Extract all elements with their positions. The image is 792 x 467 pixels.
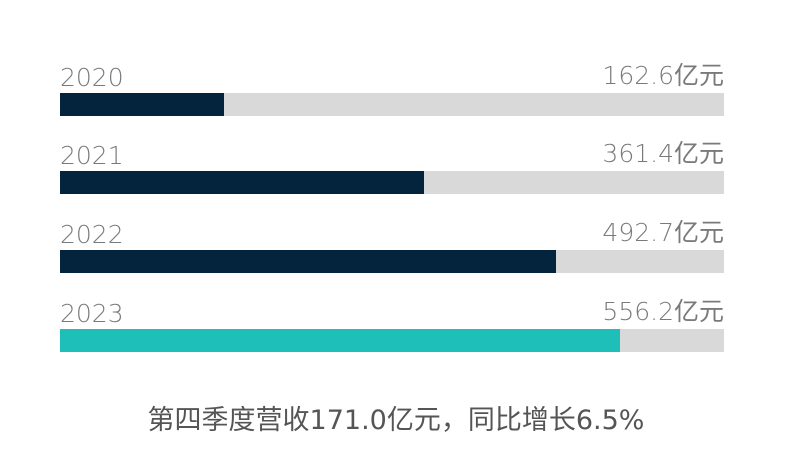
chart-caption: 第四季度营收171.0亿元，同比增长6.5% (147, 405, 645, 436)
bar-row-2020: 2020 162.6亿元 (60, 56, 724, 116)
bar-row-2023: 2023 556.2亿元 (60, 292, 724, 352)
value-label: 556.2亿元 (602, 297, 724, 326)
category-label: 2023 (60, 299, 124, 328)
bar-track (60, 171, 724, 194)
value-label: 361.4亿元 (602, 139, 724, 168)
bar-track (60, 93, 724, 116)
bar-track (60, 250, 724, 273)
value-label: 162.6亿元 (602, 61, 724, 90)
category-label: 2021 (60, 141, 124, 170)
bar (60, 250, 556, 273)
bar-row-2022: 2022 492.7亿元 (60, 213, 724, 273)
bar (60, 171, 424, 194)
bar-track (60, 329, 724, 352)
category-label: 2022 (60, 220, 124, 249)
bar (60, 329, 620, 352)
bar (60, 93, 224, 116)
bar-row-2021: 2021 361.4亿元 (60, 134, 724, 194)
value-label: 492.7亿元 (602, 218, 724, 247)
category-label: 2020 (60, 63, 124, 92)
